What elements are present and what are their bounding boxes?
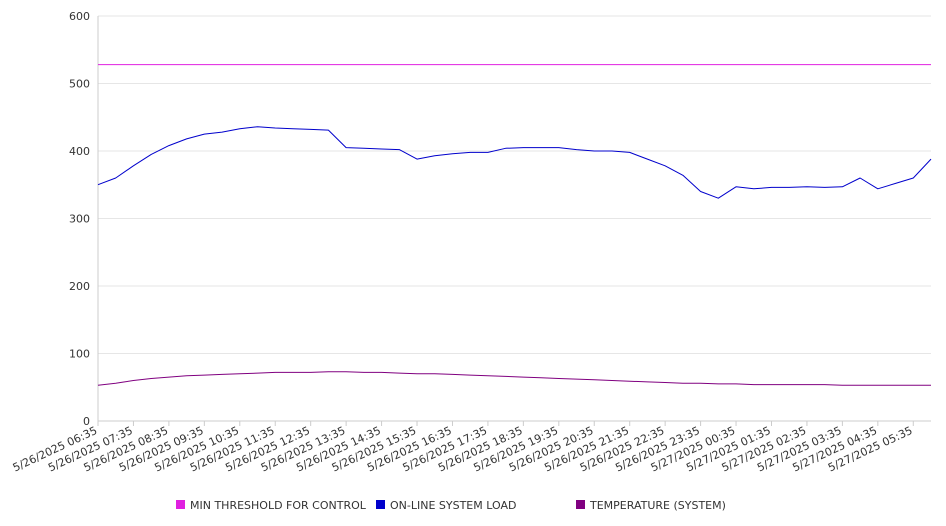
- legend-swatch: [376, 500, 385, 509]
- legend-item: MIN THRESHOLD FOR CONTROL: [176, 499, 367, 512]
- legend-item: TEMPERATURE (SYSTEM): [576, 499, 726, 512]
- series-line-2: [97, 126, 932, 199]
- y-tick-label: 0: [83, 415, 90, 428]
- y-tick-label: 300: [69, 213, 90, 226]
- legend-swatch: [176, 500, 185, 509]
- legend-swatch: [576, 500, 585, 509]
- y-tick-label: 200: [69, 280, 90, 293]
- series-lines: [97, 64, 932, 386]
- y-tick-label: 400: [69, 145, 90, 158]
- series-line-3: [97, 371, 931, 386]
- x-axis-tick-labels: 5/26/2025 06:355/26/2025 07:355/26/2025 …: [11, 424, 915, 474]
- y-tick-label: 600: [69, 10, 90, 23]
- y-tick-label: 100: [69, 348, 90, 361]
- legend-label: MIN THRESHOLD FOR CONTROL: [190, 499, 367, 512]
- legend: MIN THRESHOLD FOR CONTROL ON-LINE SYSTEM …: [176, 499, 726, 512]
- y-axis-tick-labels: 0 100 200 300 400 500 600: [69, 10, 90, 428]
- legend-label: TEMPERATURE (SYSTEM): [589, 499, 726, 512]
- legend-item: ON-LINE SYSTEM LOAD: [376, 499, 516, 512]
- legend-label: ON-LINE SYSTEM LOAD: [390, 499, 516, 512]
- y-tick-label: 500: [69, 78, 90, 91]
- axes: [97, 16, 931, 426]
- gridlines: [98, 15, 931, 354]
